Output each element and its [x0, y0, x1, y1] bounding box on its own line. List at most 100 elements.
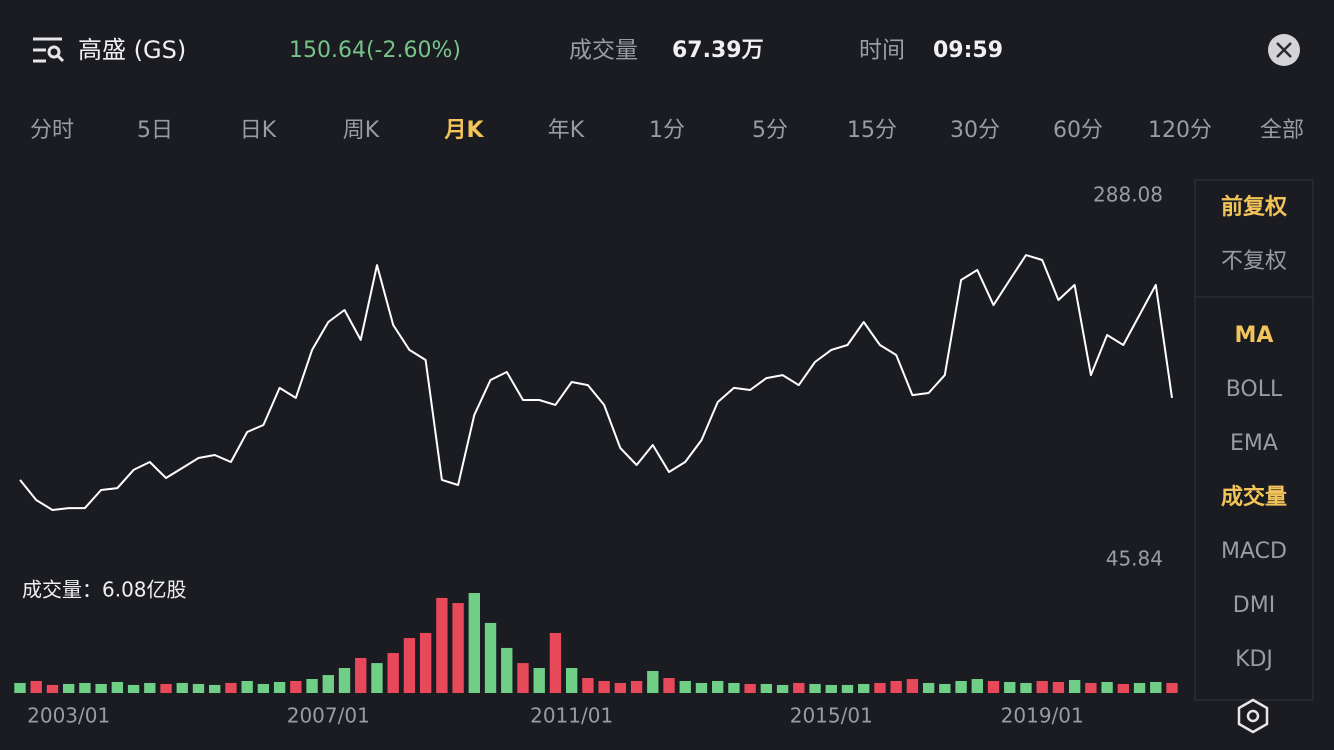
tab[interactable]: 1分	[649, 118, 685, 143]
volume-bar	[322, 675, 334, 693]
volume-bar	[501, 647, 513, 693]
volume-bar	[776, 684, 789, 693]
volume-bar	[987, 680, 1000, 693]
x-tick-label: 2015/01	[790, 704, 873, 728]
volume-bar	[209, 684, 221, 693]
volume-bar	[825, 684, 837, 693]
volume-bar	[225, 682, 237, 693]
volume-bar	[760, 683, 773, 693]
volume-bar	[1036, 680, 1048, 693]
time-value: 09:59	[933, 38, 1003, 63]
x-tick-label: 2019/01	[1001, 704, 1084, 728]
indicator-option[interactable]: DMI	[1233, 593, 1275, 618]
volume-bar	[533, 668, 545, 693]
volume-bar	[841, 684, 854, 693]
volume-bar	[371, 663, 383, 693]
tab[interactable]: 5分	[752, 118, 788, 143]
indicator-option[interactable]: 成交量	[1221, 484, 1287, 510]
tab[interactable]: 全部	[1260, 118, 1304, 143]
volume-bar	[176, 682, 188, 693]
volume-bar	[192, 683, 205, 693]
volume-bar	[712, 680, 724, 693]
volume-bar	[419, 632, 432, 693]
tab[interactable]: 月K	[443, 118, 484, 143]
close-button[interactable]	[1268, 34, 1300, 66]
volume-bar	[890, 680, 902, 693]
volume-bar	[922, 682, 935, 693]
volume-bar	[1150, 681, 1162, 693]
volume-bar	[257, 683, 270, 693]
volume-bar	[160, 683, 172, 693]
tab[interactable]: 120分	[1148, 118, 1212, 143]
volume-bar	[874, 682, 886, 693]
volume-bar	[1166, 682, 1178, 693]
tab[interactable]: 15分	[847, 118, 897, 143]
volume-bar	[598, 680, 610, 693]
volume-bar	[517, 663, 529, 693]
volume-bar	[679, 680, 691, 693]
volume-bar	[858, 683, 870, 693]
settings-button[interactable]	[1237, 698, 1269, 734]
volume-bar	[484, 622, 497, 693]
stock-name: 高盛 (GS)	[78, 36, 186, 64]
indicator-option[interactable]: KDJ	[1235, 647, 1273, 672]
tab[interactable]: 60分	[1053, 118, 1103, 143]
volume-bar	[127, 684, 140, 693]
indicator-option[interactable]: 不复权	[1221, 249, 1287, 274]
volume-bar	[468, 593, 480, 693]
volume-bar	[436, 597, 448, 693]
indicator-option[interactable]: BOLL	[1226, 377, 1283, 402]
indicator-option[interactable]: MACD	[1221, 539, 1287, 564]
volume-bar	[306, 679, 318, 693]
tab[interactable]: 周K	[343, 118, 380, 143]
volume-bar	[403, 638, 416, 693]
volume-bar	[939, 683, 951, 693]
volume-bar	[663, 678, 675, 693]
volume-bar	[452, 603, 464, 693]
volume-bar	[906, 679, 919, 693]
price-line	[19, 254, 1173, 511]
x-tick-label: 2007/01	[287, 704, 370, 728]
volume-bar	[1117, 683, 1130, 693]
tab[interactable]: 30分	[950, 118, 1000, 143]
tab[interactable]: 年K	[548, 118, 585, 143]
volume-bar	[744, 683, 756, 693]
volume-bar	[95, 683, 107, 693]
volume-bar	[273, 681, 286, 693]
volume-bar	[728, 682, 740, 693]
indicator-option[interactable]: 前复权	[1221, 194, 1288, 220]
y-tick-label: 288.08	[1093, 183, 1163, 207]
y-tick-label: 45.84	[1106, 547, 1163, 571]
volume-label: 成交量	[569, 38, 638, 64]
price: 150.64(-2.60%)	[289, 38, 461, 63]
x-tick-label: 2011/01	[530, 704, 613, 728]
tab[interactable]: 5日	[137, 118, 173, 143]
volume-bar	[647, 670, 659, 693]
volume-bar	[971, 679, 983, 693]
menu-search-icon[interactable]	[33, 37, 65, 63]
tab[interactable]: 日K	[240, 118, 277, 143]
volume-bar	[62, 683, 75, 693]
volume-bar	[14, 682, 26, 693]
volume-value: 67.39万	[672, 38, 764, 63]
indicator-option[interactable]: EMA	[1230, 431, 1278, 456]
volume-bar	[582, 678, 594, 693]
volume-bar	[793, 682, 805, 693]
volume-bar	[338, 668, 351, 693]
volume-bar	[809, 683, 821, 693]
volume-bar	[955, 680, 967, 693]
volume-bar	[46, 684, 59, 693]
volume-bar	[565, 668, 578, 693]
volume-bar	[1004, 681, 1016, 693]
volume-bar	[290, 680, 302, 693]
volume-bar	[79, 682, 91, 693]
volume-bar	[1085, 682, 1097, 693]
tab[interactable]: 分时	[30, 118, 74, 143]
time-label: 时间	[859, 38, 905, 64]
volume-bar	[1133, 682, 1146, 693]
indicator-option[interactable]: MA	[1235, 323, 1274, 348]
volume-bar	[144, 682, 156, 693]
